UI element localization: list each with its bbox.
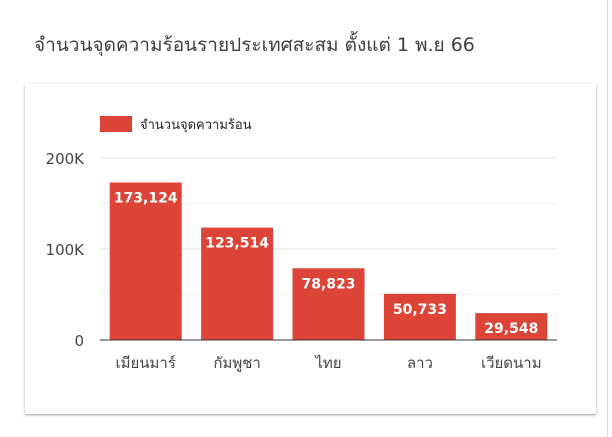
x-tick-label: กัมพูชา [213, 354, 260, 372]
x-tick-label: ไทย [314, 354, 341, 372]
y-tick-label: 200K [46, 150, 86, 168]
bar [475, 313, 548, 340]
bar [292, 268, 365, 340]
x-tick-label: ลาว [407, 354, 433, 372]
y-tick-label: 100K [46, 241, 86, 259]
data-label: 78,823 [301, 276, 355, 292]
y-tick-label: 0 [74, 332, 84, 350]
data-label: 50,733 [393, 302, 447, 318]
bar [109, 182, 182, 340]
bar [383, 293, 456, 340]
legend-swatch [100, 116, 132, 132]
data-label: 123,514 [205, 236, 269, 252]
chart-title: จำนวนจุดความร้อนรายประเทศสะสม ตั้งแต่ 1 … [34, 34, 475, 56]
data-label: 29,548 [484, 321, 538, 337]
x-tick-label: เวียดนาม [481, 354, 542, 372]
divider [607, 0, 608, 437]
x-tick-label: เมียนมาร์ [115, 354, 175, 372]
data-label: 173,124 [114, 190, 178, 206]
legend-label: จำนวนจุดความร้อน [140, 118, 252, 133]
chart-card: จำนวนจุดความร้อน 0 100K 200K 173,124 เมียนมาร… [25, 84, 596, 414]
bar-chart: จำนวนจุดความร้อน 0 100K 200K 173,124 เมียนมาร… [46, 116, 557, 372]
bar [201, 227, 274, 340]
